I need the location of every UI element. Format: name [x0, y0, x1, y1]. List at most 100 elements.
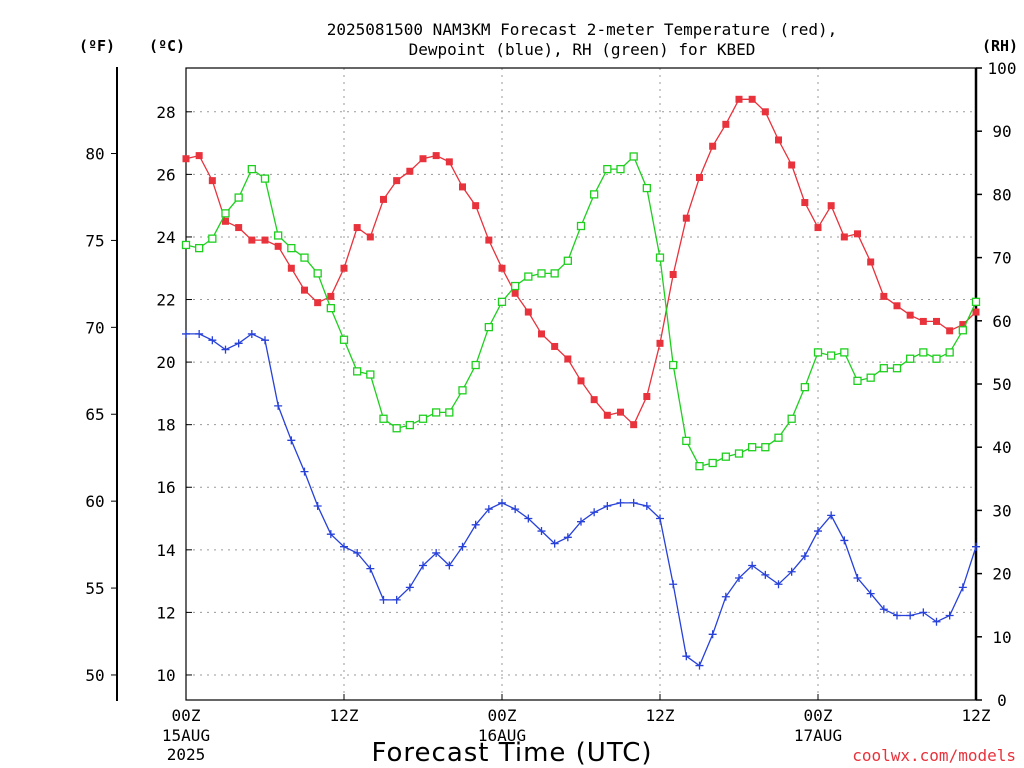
rh-line [185, 155, 977, 467]
rh-point [827, 351, 836, 360]
temperature-point [669, 270, 677, 278]
temperature-point [380, 195, 387, 203]
celsius-tick-label: 16 [156, 478, 175, 497]
rh-point [945, 348, 954, 357]
dewpoint-point [208, 336, 217, 345]
celsius-tick-label: 22 [156, 291, 175, 310]
rh-tick-label: 80 [992, 185, 1011, 204]
rh-point [445, 408, 454, 417]
rh-point [603, 164, 612, 174]
temperature-point [919, 317, 927, 325]
temperature-point [511, 289, 519, 297]
temperature-point [603, 411, 611, 419]
rh-point [458, 386, 467, 395]
rh-point [234, 193, 243, 202]
dewpoint-point [353, 548, 362, 557]
rh-point [313, 269, 322, 278]
temperature-point [959, 321, 967, 329]
rh-point [550, 269, 559, 278]
rh-point [919, 348, 928, 357]
temperature-point [195, 152, 203, 160]
rh-point [274, 231, 283, 240]
data-series [181, 95, 981, 670]
rh-point [590, 190, 599, 199]
temperature-point [551, 342, 559, 350]
dewpoint-point [695, 661, 704, 670]
temperature-series [182, 95, 980, 429]
x-tick-label: 00Z [172, 706, 201, 725]
dewpoint-point [840, 536, 849, 545]
rh-point [300, 253, 309, 262]
dewpoint-point [945, 611, 954, 620]
dewpoint-point [669, 580, 678, 589]
temperature-point [867, 258, 875, 266]
temperature-point [748, 95, 756, 103]
dewpoint-point [432, 548, 441, 557]
dewpoint-point [893, 611, 901, 620]
dewpoint-point [814, 527, 822, 536]
dewpoint-point [906, 611, 915, 620]
dewpoint-point [498, 498, 506, 507]
temperature-point [498, 264, 506, 272]
rh-point [208, 234, 217, 243]
temperature-point [485, 236, 493, 244]
temperature-point [248, 236, 256, 244]
dewpoint-point [577, 517, 585, 526]
temperature-point [880, 292, 888, 300]
rh-point [853, 376, 862, 385]
x-tick-date-label: 17AUG [794, 726, 842, 745]
dewpoint-point [682, 652, 691, 661]
rh-point [734, 449, 744, 458]
dewpoint-point [721, 592, 730, 601]
temperature-point [287, 264, 295, 272]
dewpoint-point [511, 505, 520, 514]
rh-point [892, 364, 902, 373]
dewpoint-point [458, 542, 467, 551]
celsius-tick-label: 14 [156, 541, 175, 560]
dewpoint-point [392, 595, 401, 604]
rh-point [287, 243, 296, 253]
temperature-point [696, 174, 703, 182]
rh-point [326, 304, 335, 313]
rh-point [221, 209, 230, 218]
rh-tick-label: 50 [992, 375, 1011, 394]
dewpoint-point [405, 583, 414, 592]
fahrenheit-tick-label: 75 [85, 231, 104, 250]
rh-tick-label: 70 [992, 249, 1011, 268]
dewpoint-series [182, 329, 980, 670]
rh-point [669, 360, 678, 370]
x-tick-label: 12Z [646, 706, 675, 725]
temperature-point [735, 95, 743, 103]
dewpoint-point [787, 567, 796, 576]
dewpoint-point [616, 498, 625, 507]
x-tick-date-label: 16AUG [478, 726, 526, 745]
rh-point [524, 272, 533, 281]
dewpoint-point [366, 564, 375, 573]
chart-title-line2: Dewpoint (blue), RH (green) for KBED [409, 40, 756, 59]
temperature-point [235, 224, 243, 232]
dewpoint-point [656, 514, 664, 523]
dewpoint-point [274, 401, 283, 410]
temperature-point [393, 177, 401, 185]
rh-point [497, 297, 507, 306]
rh-series [181, 152, 981, 471]
rh-point [247, 164, 256, 174]
rh-point [642, 183, 651, 193]
rh-tick-label: 40 [992, 438, 1011, 457]
celsius-tick-label: 12 [156, 603, 175, 622]
rh-point [379, 414, 388, 423]
temperature-point [933, 317, 940, 325]
temperature-point [643, 393, 651, 401]
dewpoint-point [590, 508, 599, 517]
celsius-unit-label: (ºC) [149, 37, 185, 55]
rh-point [471, 360, 480, 370]
rh-tick-label: 0 [997, 691, 1007, 710]
rh-point [774, 433, 783, 442]
celsius-tick-label: 18 [156, 416, 175, 435]
rh-point [576, 221, 586, 231]
rh-point [761, 443, 770, 452]
rh-point [629, 152, 638, 161]
x-tick-label: 12Z [962, 706, 991, 725]
rh-point [484, 322, 493, 332]
dewpoint-point [919, 608, 928, 617]
